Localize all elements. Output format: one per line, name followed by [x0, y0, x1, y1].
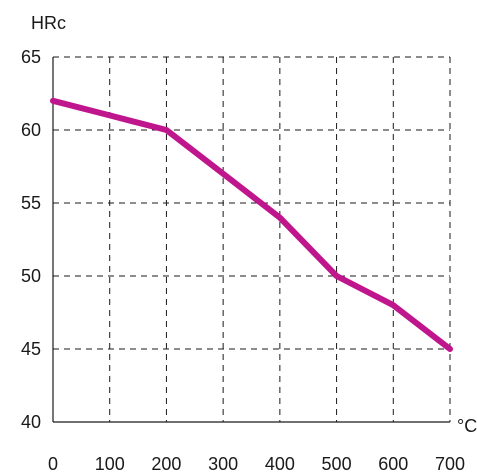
y-tick-label: 55	[21, 193, 41, 213]
x-tick-label: 500	[322, 454, 352, 474]
x-tick-label: 100	[95, 454, 125, 474]
axes	[52, 57, 450, 423]
x-axis-label: °C	[457, 416, 477, 436]
x-tick-label: 300	[208, 454, 238, 474]
x-tick-label: 0	[48, 454, 58, 474]
y-tick-label: 50	[21, 266, 41, 286]
series-line	[50, 97, 453, 352]
y-tick-label: 40	[21, 412, 41, 432]
x-tick-labels: 0 100 200 300 400 500 600 700	[48, 454, 465, 474]
x-tick-label: 700	[435, 454, 465, 474]
y-tick-label: 60	[21, 120, 41, 140]
x-tick-label: 400	[265, 454, 295, 474]
y-axis-label: HRc	[31, 13, 66, 33]
y-tick-labels: 40 45 50 55 60 65	[21, 47, 41, 432]
x-tick-label: 600	[378, 454, 408, 474]
y-tick-label: 45	[21, 339, 41, 359]
grid-lines	[53, 56, 451, 422]
y-tick-label: 65	[21, 47, 41, 67]
x-tick-label: 200	[151, 454, 181, 474]
series-lines	[50, 97, 453, 352]
